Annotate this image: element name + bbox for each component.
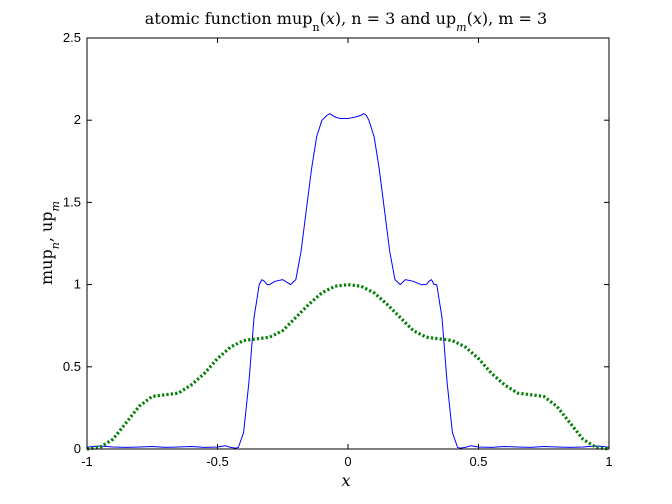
x-axis-label: x — [341, 471, 350, 490]
y-tick-label: 0.5 — [63, 359, 81, 374]
y-tick-label: 1 — [74, 277, 81, 292]
x-tick-label: -0.5 — [206, 454, 228, 469]
y-tick-label: 2 — [74, 112, 81, 127]
x-tick-label: 1 — [605, 454, 612, 469]
x-tick-label: -1 — [81, 454, 93, 469]
x-tick-label: 0.5 — [469, 454, 487, 469]
x-tick-label: 0 — [344, 454, 351, 469]
plot-frame — [86, 37, 610, 450]
series-mup-line — [86, 113, 610, 449]
series-up-line — [86, 283, 610, 451]
y-tick-label: 2.5 — [63, 30, 81, 45]
series-layer — [86, 113, 610, 451]
y-tick-label: 0 — [74, 441, 81, 456]
chart-title: atomic function mupn(x), n = 3 and upm(x… — [145, 9, 547, 34]
y-tick-label: 1.5 — [63, 194, 81, 209]
y-axis-label: mupn, upm — [37, 201, 62, 285]
